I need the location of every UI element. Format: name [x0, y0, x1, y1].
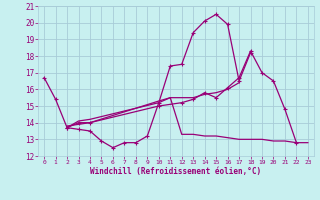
X-axis label: Windchill (Refroidissement éolien,°C): Windchill (Refroidissement éolien,°C) [91, 167, 261, 176]
